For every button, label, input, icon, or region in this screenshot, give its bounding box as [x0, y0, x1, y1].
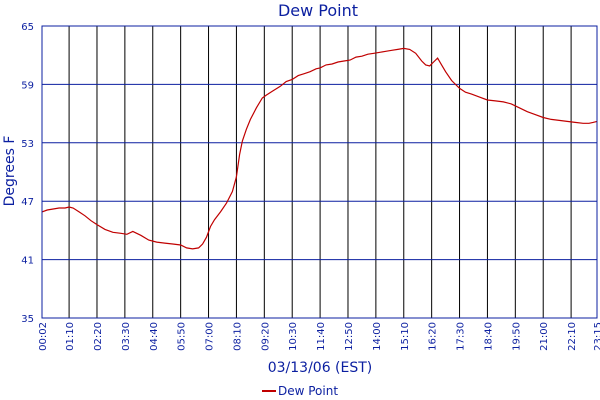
x-tick-label: 15:10 — [400, 322, 411, 351]
x-tick-label: 21:00 — [539, 322, 550, 351]
x-tick-label: 17:30 — [456, 322, 467, 351]
x-tick-label: 19:50 — [511, 322, 522, 351]
x-tick-label: 16:20 — [428, 322, 439, 351]
x-axis-title: 03/13/06 (EST) — [268, 360, 373, 376]
x-tick-label: 10:30 — [288, 322, 299, 351]
dew-point-series-line — [41, 47, 598, 250]
x-tick-label: 22:10 — [567, 322, 578, 351]
x-tick-label: 07:00 — [205, 322, 216, 351]
y-axis-title: Degrees F — [2, 136, 18, 207]
y-tick-labels: 65 59 53 47 41 35 — [21, 22, 34, 325]
x-tick-label: 14:00 — [372, 322, 383, 351]
x-tick-label: 11:40 — [316, 322, 327, 351]
x-tick-label: 18:40 — [483, 322, 494, 351]
x-tick-label: 00:02 — [38, 322, 49, 351]
legend-label: Dew Point — [278, 384, 338, 398]
legend: Dew Point — [262, 384, 338, 398]
y-tick-label: 41 — [21, 256, 34, 267]
chart-title: Dew Point — [278, 1, 358, 20]
x-tick-label: 09:20 — [260, 322, 271, 351]
y-tick-label: 59 — [21, 80, 34, 91]
x-tick-label: 05:50 — [177, 322, 188, 351]
x-tick-label: 02:20 — [93, 322, 104, 351]
x-tick-label: 23:15 — [593, 322, 600, 351]
y-tick-label: 35 — [21, 314, 34, 325]
series-layer — [41, 47, 598, 250]
x-tick-label: 03:30 — [121, 322, 132, 351]
y-tick-label: 47 — [21, 197, 34, 208]
y-tick-label: 65 — [21, 22, 34, 33]
plot-area-frame — [41, 25, 598, 319]
x-tick-label: 01:10 — [65, 322, 76, 351]
x-tick-label: 08:10 — [232, 322, 243, 351]
y-tick-label: 53 — [21, 139, 34, 150]
x-tick-label: 04:40 — [149, 322, 160, 351]
x-tick-label: 12:50 — [344, 322, 355, 351]
x-tick-labels: 00:02 01:10 02:20 03:30 04:40 05:50 07:00 08:10… — [38, 322, 600, 351]
